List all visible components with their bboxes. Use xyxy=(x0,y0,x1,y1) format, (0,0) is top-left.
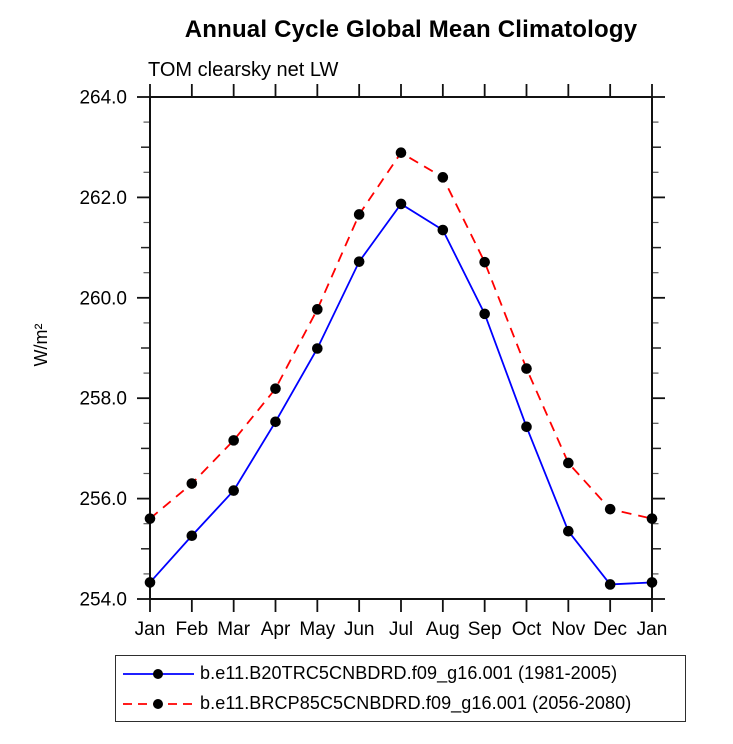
legend-label-rcp85: b.e11.BRCP85C5CNBDRD.f09_g16.001 (2056-2… xyxy=(200,693,632,713)
data-point-marker-series-0 xyxy=(604,579,616,590)
y-tick-label: 264.0 xyxy=(79,88,127,109)
data-point-marker-series-1 xyxy=(521,363,532,374)
data-point-marker-series-1 xyxy=(437,172,449,183)
data-point-marker-series-0 xyxy=(312,343,323,354)
data-point-marker-series-1 xyxy=(479,256,490,268)
y-tick-label: 258.0 xyxy=(79,389,127,410)
data-point-marker-series-0 xyxy=(353,256,365,267)
data-point-marker-series-1 xyxy=(186,478,198,489)
series-line-0 xyxy=(149,202,653,586)
data-point-marker-series-1 xyxy=(228,435,239,446)
data-point-marker-series-1 xyxy=(270,383,281,394)
x-tick-label: Aug xyxy=(426,619,460,640)
y-tick-label: 262.0 xyxy=(79,188,127,209)
data-point-marker-series-0 xyxy=(479,308,490,320)
data-point-marker-series-1 xyxy=(646,513,658,524)
legend-label-historical: b.e11.B20TRC5CNBDRD.f09_g16.001 (1981-20… xyxy=(200,663,618,683)
data-point-marker-series-0 xyxy=(437,224,449,236)
y-tick-label: 256.0 xyxy=(79,489,127,510)
data-point-marker-series-1 xyxy=(144,513,156,524)
data-point-marker-series-0 xyxy=(186,530,198,542)
x-tick-label: Feb xyxy=(175,619,208,640)
x-tick-label: Jul xyxy=(389,619,413,640)
y-tick-label: 260.0 xyxy=(79,288,127,309)
x-tick-label: Jan xyxy=(135,619,166,640)
legend-item-historical: b.e11.B20TRC5CNBDRD.f09_g16.001 (1981-20… xyxy=(121,663,685,684)
chart-subtitle: TOM clearsky net LW xyxy=(148,59,339,81)
data-point-marker-series-0 xyxy=(395,198,407,210)
data-point-marker-series-0 xyxy=(521,421,532,433)
data-point-marker-series-0 xyxy=(646,577,658,588)
data-point-marker-series-0 xyxy=(144,577,156,588)
x-tick-label: Jun xyxy=(344,619,375,640)
chart-title: Annual Cycle Global Mean Climatology xyxy=(184,16,638,43)
x-tick-label: Sep xyxy=(468,619,502,640)
data-point-marker-series-0 xyxy=(563,525,574,537)
legend-item-rcp85: b.e11.BRCP85C5CNBDRD.f09_g16.001 (2056-2… xyxy=(121,693,685,714)
x-tick-label: Mar xyxy=(217,619,250,640)
legend-marker-dot xyxy=(153,698,163,709)
data-point-marker-series-1 xyxy=(395,147,407,159)
x-tick-label: Nov xyxy=(551,619,585,640)
dashed-line-sample-icon xyxy=(123,698,194,709)
x-tick-label: Apr xyxy=(261,619,291,640)
y-tick-label: 254.0 xyxy=(79,590,127,611)
data-point-marker-series-1 xyxy=(353,209,365,220)
data-point-marker-series-0 xyxy=(270,416,281,428)
data-point-marker-series-1 xyxy=(604,503,616,515)
x-tick-label: Oct xyxy=(512,619,542,640)
x-tick-label: Dec xyxy=(593,619,627,640)
legend: b.e11.B20TRC5CNBDRD.f09_g16.001 (1981-20… xyxy=(115,655,686,722)
x-tick-label: Jan xyxy=(637,619,668,640)
data-point-marker-series-0 xyxy=(228,485,239,496)
solid-line-sample-icon xyxy=(123,668,194,679)
x-tick-label: May xyxy=(299,619,335,640)
legend-marker-dot xyxy=(153,668,163,679)
plot-frame xyxy=(149,96,653,600)
data-point-marker-series-1 xyxy=(563,457,574,469)
data-point-marker-series-1 xyxy=(312,304,323,315)
